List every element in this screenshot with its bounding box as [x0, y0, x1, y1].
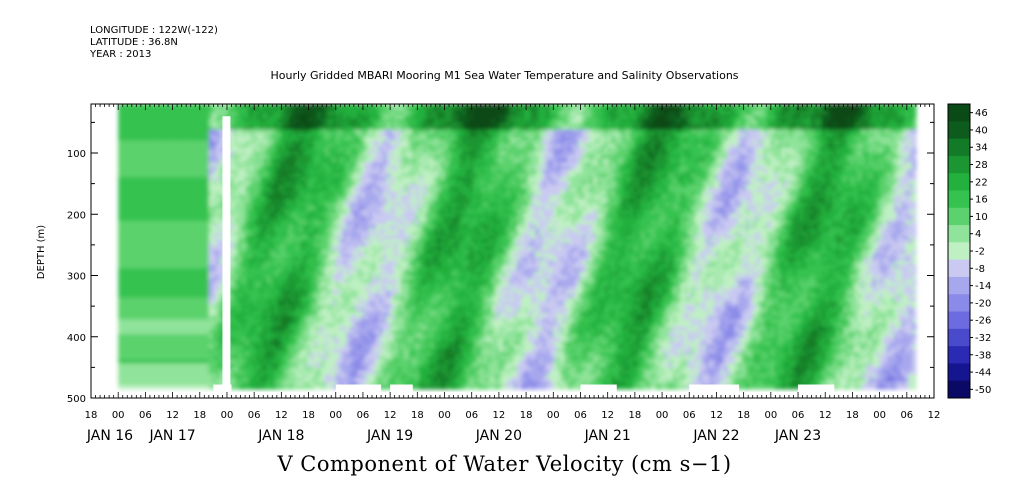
colorbar-swatch — [948, 328, 970, 347]
x-hour-label: 12 — [710, 410, 723, 421]
colorbar-swatch — [948, 259, 970, 278]
colorbar-label: -14 — [975, 281, 991, 292]
colorbar-label: 4 — [975, 229, 981, 240]
x-hour-label: 12 — [928, 410, 941, 421]
x-hour-label: 12 — [601, 410, 614, 421]
colorbar-swatch — [948, 346, 970, 364]
x-hour-label: 00 — [547, 410, 560, 421]
y-axis-label: DEPTH (m) — [36, 225, 47, 279]
x-date-label: JAN 18 — [257, 428, 304, 444]
x-hour-label: 06 — [574, 410, 587, 421]
x-hour-label: 18 — [520, 410, 533, 421]
colorbar-label: 28 — [975, 160, 988, 171]
x-hour-label: 12 — [275, 410, 288, 421]
x-hour-label: 18 — [85, 410, 98, 421]
colorbar: 46 40 34 28 22 16 10 4 -2 -8 -14 -20 -26 -32 -38 -44 -50 — [947, 103, 991, 399]
latitude-label: LATITUDE : 36.8N — [90, 37, 178, 48]
x-date-label: JAN 19 — [366, 428, 413, 444]
x-hour-label: 06 — [465, 410, 478, 421]
x-hour-label: 18 — [302, 410, 315, 421]
chart-title: Hourly Gridded MBARI Mooring M1 Sea Wate… — [270, 69, 739, 82]
x-date-label: JAN 17 — [148, 428, 195, 444]
colorbar-swatch — [948, 242, 970, 261]
colorbar-label: -44 — [975, 368, 991, 379]
colorbar-swatch — [948, 155, 970, 174]
x-hour-label: 06 — [139, 410, 152, 421]
longitude-label: LONGITUDE : 122W(-122) — [90, 25, 218, 36]
colorbar-swatch — [948, 173, 970, 191]
x-date-label: JAN 20 — [475, 428, 522, 444]
year-label: YEAR : 2013 — [90, 49, 152, 60]
x-hour-label: 12 — [384, 410, 397, 421]
colorbar-label: -38 — [975, 350, 991, 361]
x-hour-label: 06 — [683, 410, 696, 421]
bottom-title: V Component of Water Velocity (cm s−1) — [277, 452, 732, 476]
x-hour-label: 18 — [629, 410, 642, 421]
x-hour-label: 12 — [819, 410, 832, 421]
x-hour-label: 06 — [357, 410, 370, 421]
x-hour-label: 18 — [193, 410, 206, 421]
colorbar-swatch — [948, 207, 970, 226]
x-hour-label: 06 — [792, 410, 805, 421]
colorbar-label: 40 — [975, 125, 988, 136]
x-date-label: JAN 22 — [692, 428, 739, 444]
x-hour-label: 18 — [737, 410, 750, 421]
x-hour-label: 06 — [900, 410, 913, 421]
x-hour-label: 00 — [438, 410, 451, 421]
colorbar-swatch — [948, 380, 970, 399]
x-date-label: JAN 16 — [86, 428, 133, 444]
colorbar-label: 46 — [975, 108, 988, 119]
colorbar-label: 16 — [975, 195, 988, 206]
colorbar-label: 34 — [975, 143, 988, 154]
y-tick-label: 200 — [67, 210, 86, 221]
x-hour-label: 12 — [166, 410, 179, 421]
colorbar-label: -2 — [975, 247, 985, 258]
x-date-label: JAN 21 — [584, 428, 631, 444]
colorbar-swatch — [948, 138, 970, 157]
colorbar-label: -26 — [975, 316, 991, 327]
colorbar-label: -50 — [975, 385, 991, 396]
x-hour-label: 00 — [656, 410, 669, 421]
colorbar-swatch — [948, 225, 970, 243]
colorbar-label: 22 — [975, 177, 988, 188]
y-tick-label: 400 — [67, 333, 86, 344]
heatmap-field — [118, 104, 917, 390]
y-tick-label: 300 — [67, 272, 86, 283]
x-hour-label: 00 — [329, 410, 342, 421]
x-hour-label: 00 — [112, 410, 125, 421]
colorbar-swatch — [948, 294, 970, 313]
colorbar-label: -8 — [975, 264, 985, 275]
x-hour-label: 00 — [873, 410, 886, 421]
colorbar-swatch — [948, 190, 970, 209]
x-hour-label: 12 — [493, 410, 506, 421]
colorbar-label: -20 — [975, 298, 991, 309]
y-tick-label: 100 — [67, 149, 86, 160]
x-date-label: JAN 23 — [774, 428, 821, 444]
y-tick-label: 500 — [67, 394, 86, 405]
colorbar-swatch — [948, 363, 970, 382]
colorbar-swatch — [948, 276, 970, 295]
x-hour-label: 06 — [248, 410, 261, 421]
colorbar-swatch — [948, 311, 970, 330]
colorbar-label: 10 — [975, 212, 988, 223]
colorbar-label: -32 — [975, 333, 991, 344]
colorbar-swatch — [948, 104, 970, 122]
x-hour-label: 00 — [221, 410, 234, 421]
colorbar-swatch — [948, 121, 970, 140]
x-hour-label: 00 — [764, 410, 777, 421]
x-hour-label: 18 — [846, 410, 859, 421]
x-hour-label: 18 — [411, 410, 424, 421]
